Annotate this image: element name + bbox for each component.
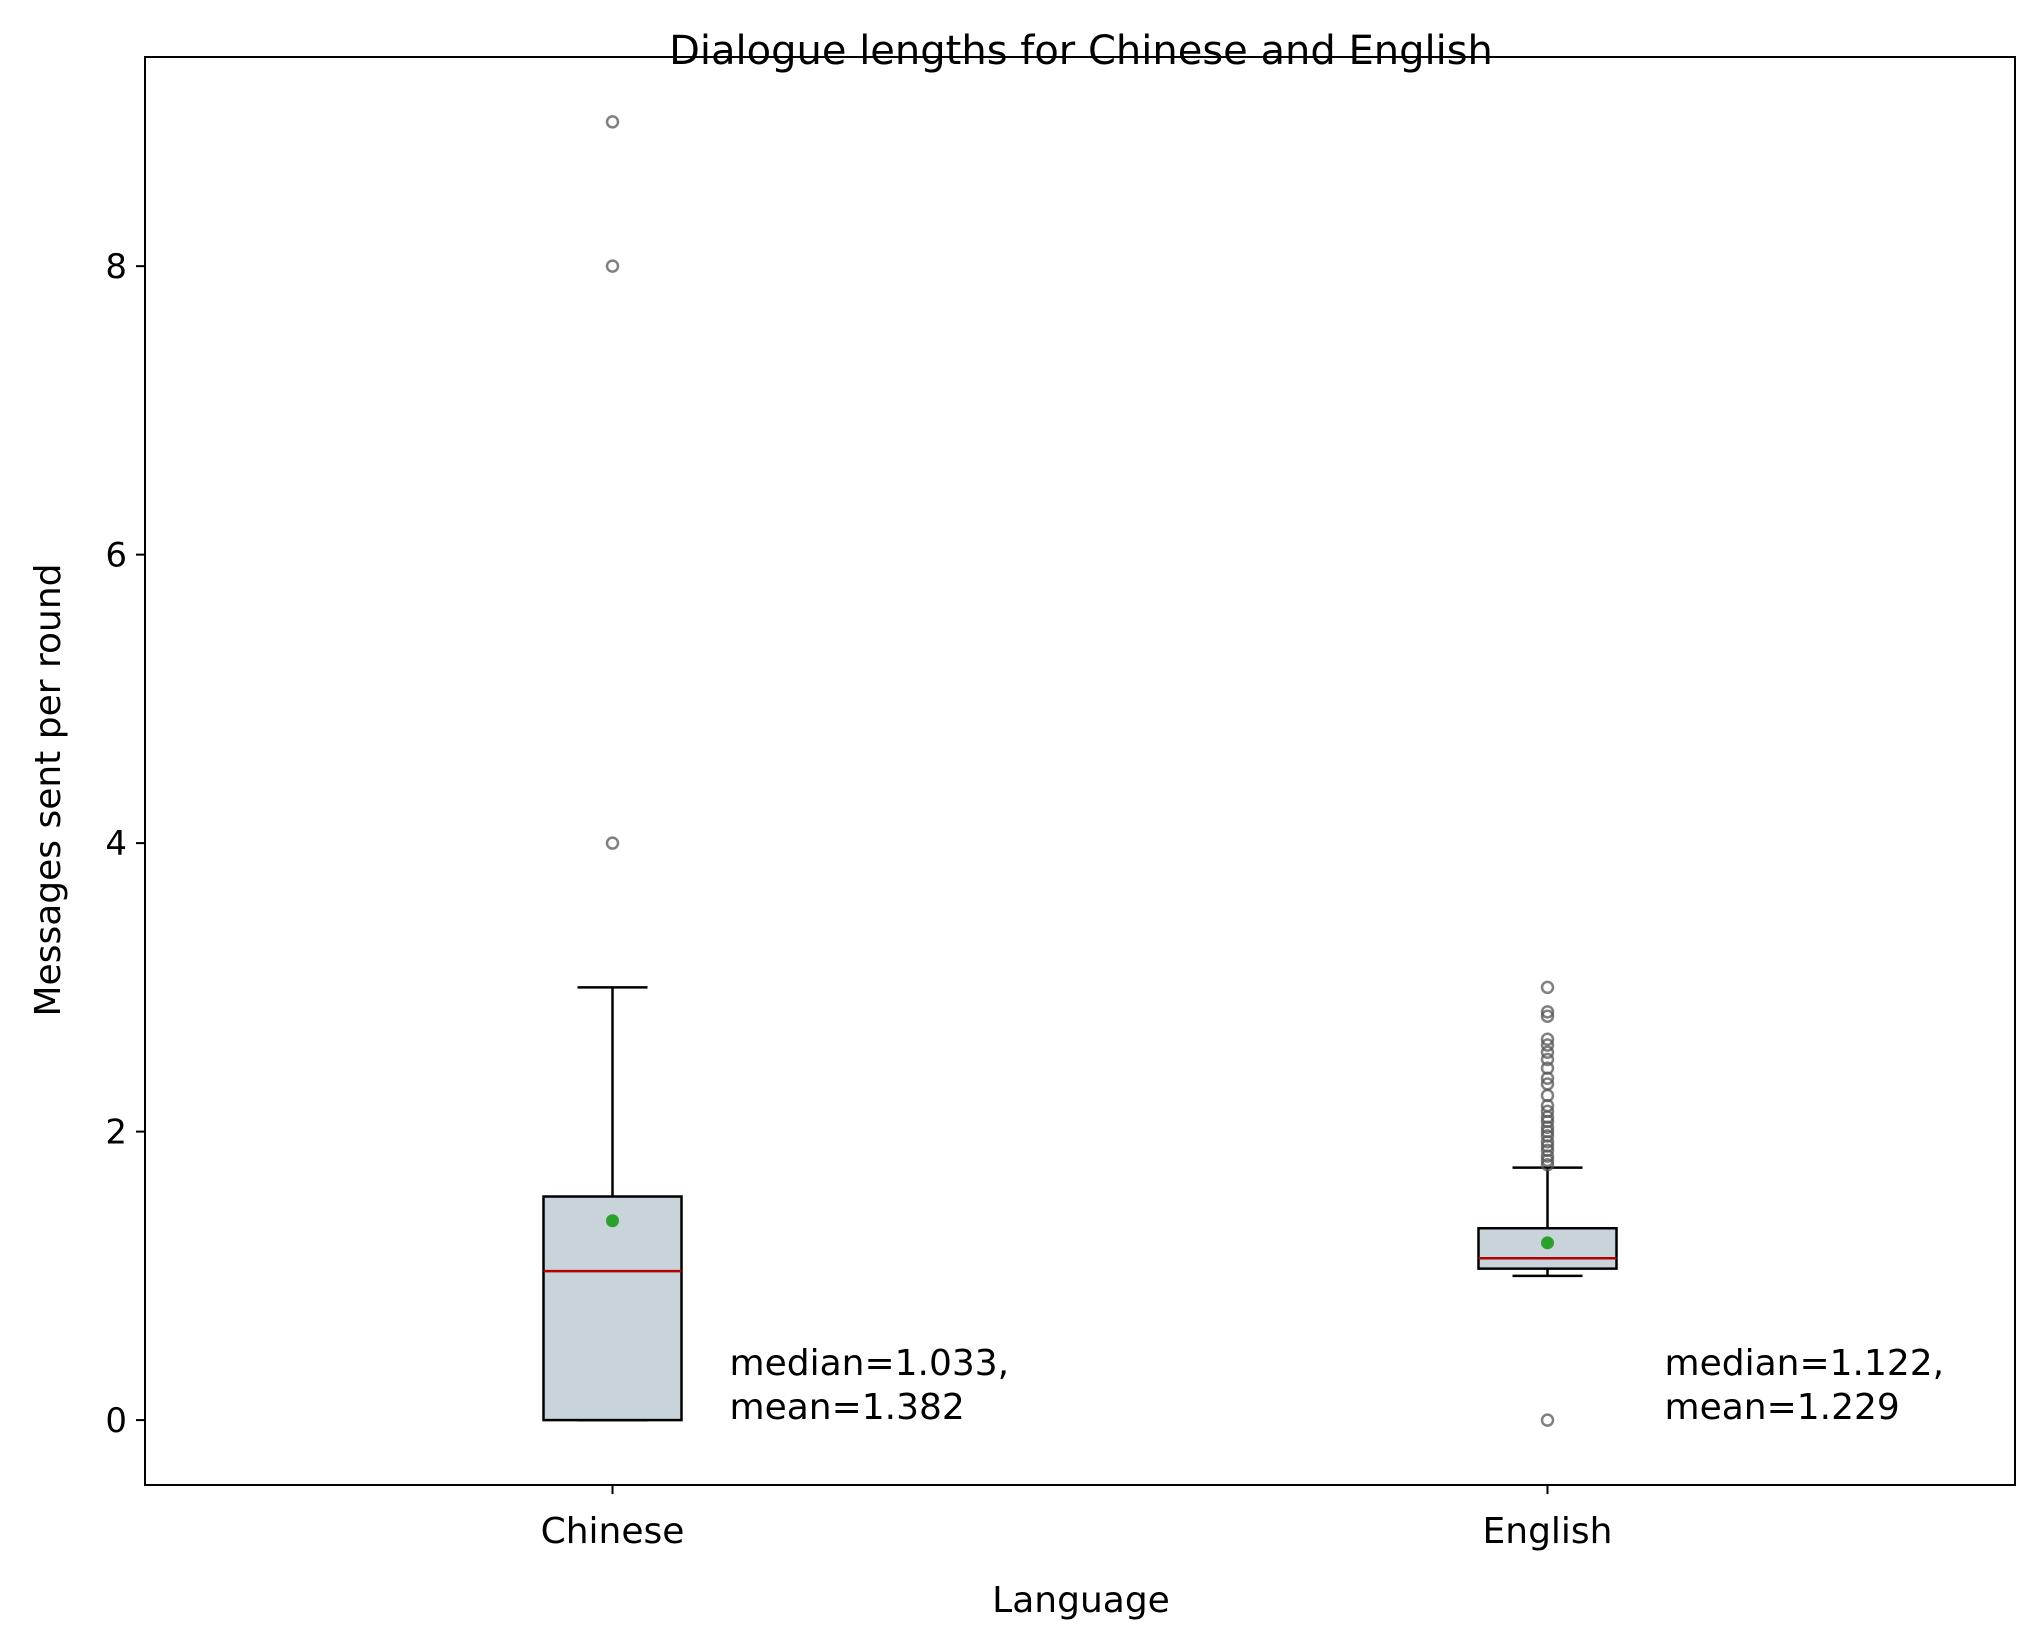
y-tick-label: 6: [105, 536, 127, 576]
x-tick-label: English: [1483, 1511, 1613, 1552]
stats-annotation-line2: mean=1.229: [1665, 1387, 1900, 1428]
axes-frame: [144, 56, 2016, 1486]
x-tick-label: Chinese: [541, 1511, 685, 1552]
outlier-point: [1540, 1104, 1555, 1119]
outlier-point: [605, 115, 620, 129]
outlier-point: [605, 836, 620, 850]
y-tick-label: 0: [105, 1401, 127, 1441]
outlier-point: [1540, 980, 1555, 995]
x-axis-label: Language: [992, 1580, 1170, 1621]
y-axis-label: Messages sent per round: [28, 563, 69, 1016]
outlier-point: [1540, 1158, 1555, 1172]
stats-annotation-line1: median=1.033,: [730, 1343, 1010, 1384]
outlier-point: [1540, 1077, 1555, 1091]
plot-area: 0 2 4 6 8 Chinese English median=1.033,mean=1.3…: [105, 56, 2016, 1552]
outlier-point: [1540, 1143, 1555, 1158]
outlier-point: [1540, 1038, 1555, 1052]
outlier-point: [1540, 1045, 1555, 1060]
mean-marker: [606, 1214, 619, 1228]
y-tick-label: 2: [105, 1113, 127, 1153]
stats-annotation-line2: mean=1.382: [730, 1387, 965, 1428]
outlier-point: [605, 259, 620, 273]
chart-title: Dialogue lengths for Chinese and English: [669, 28, 1493, 74]
box-iqr: [542, 1195, 683, 1422]
outlier-point: [1540, 1061, 1555, 1075]
mean-marker: [1541, 1236, 1554, 1250]
y-tick-label: 4: [105, 824, 127, 864]
y-tick-label: 8: [105, 247, 127, 287]
stats-annotation-line1: median=1.122,: [1665, 1343, 1945, 1384]
outlier-point: [1540, 1009, 1555, 1023]
outlier-point: [1540, 1005, 1555, 1019]
outlier-point: [1540, 1129, 1555, 1143]
outlier-point: [1540, 1052, 1555, 1067]
outlier-point: [1540, 1032, 1555, 1047]
outlier-point: [1540, 1413, 1555, 1427]
